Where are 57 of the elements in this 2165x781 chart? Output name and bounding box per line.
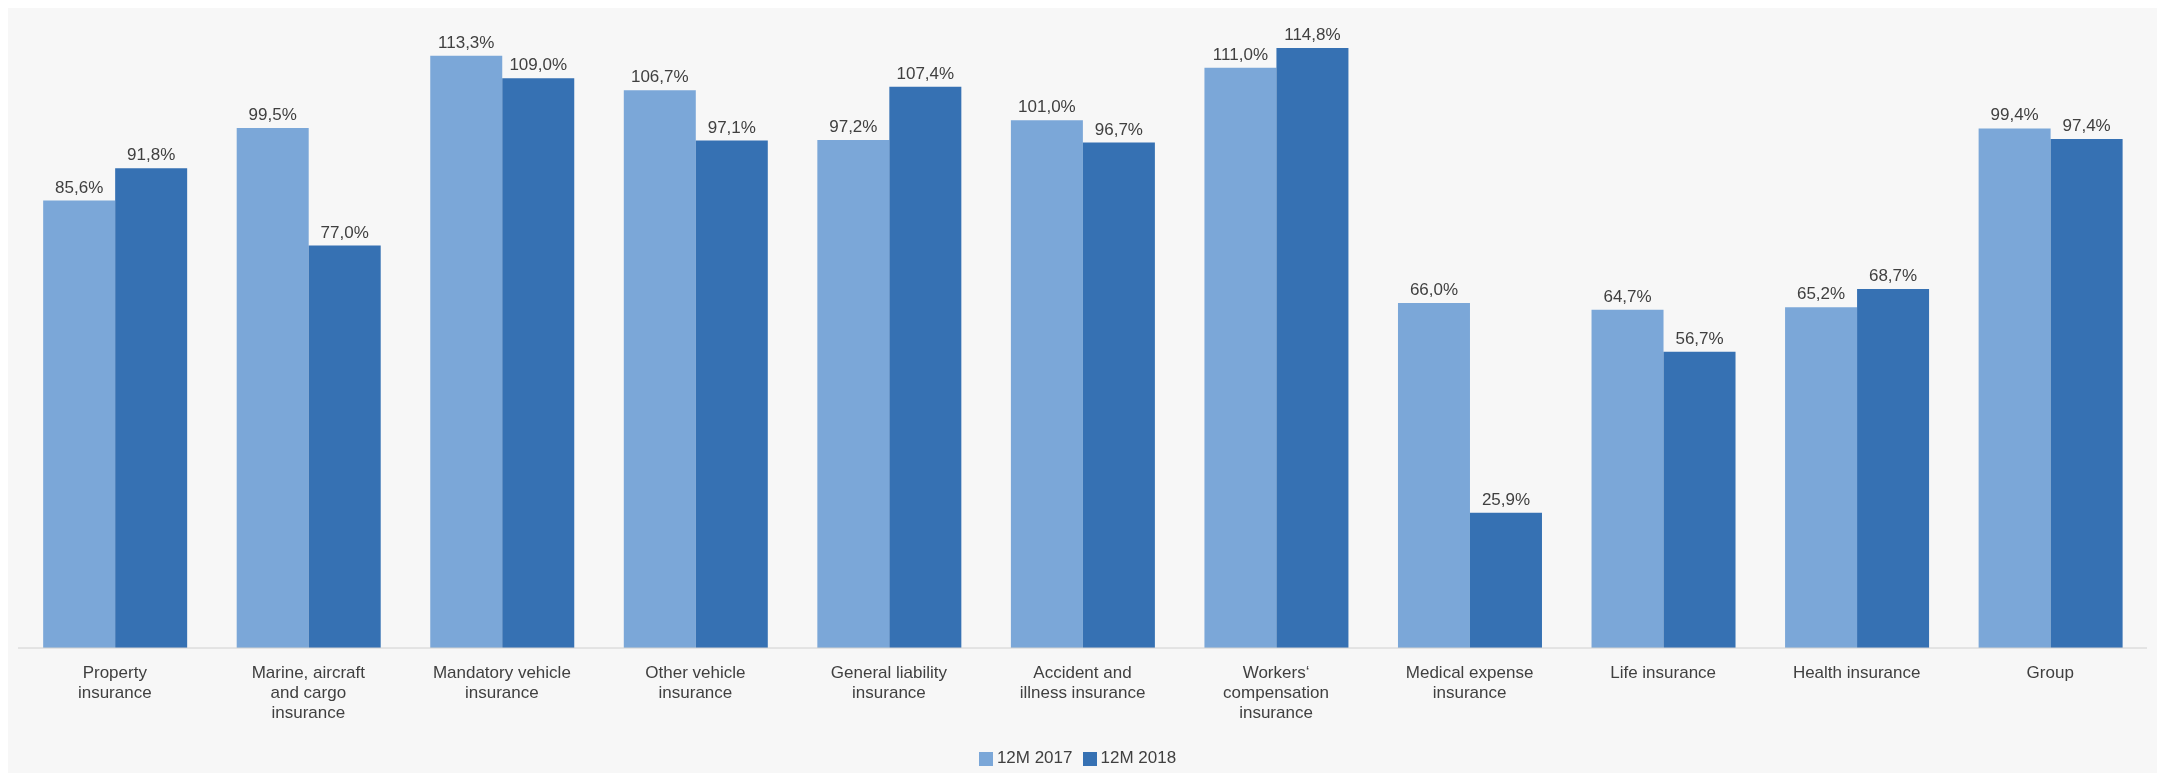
x-tick-label: Accident and illness insurance: [1019, 663, 1146, 702]
bar: [43, 200, 116, 648]
bar: [1010, 120, 1083, 648]
bar: [115, 168, 188, 648]
bar: [889, 86, 962, 648]
data-label: 77,0%: [320, 222, 369, 242]
bar: [502, 78, 575, 648]
x-tick-label: Life insurance: [1610, 663, 1717, 682]
bar: [1978, 128, 2051, 648]
bar: [1469, 512, 1542, 648]
bar: [623, 90, 696, 648]
bar: [695, 140, 768, 648]
bar: [1785, 307, 1858, 648]
data-label: 99,5%: [248, 104, 297, 124]
data-label: 25,9%: [1481, 489, 1531, 509]
data-label: 97,4%: [2062, 115, 2111, 135]
data-label: 64,7%: [1603, 286, 1652, 306]
bar: [1663, 351, 1736, 648]
x-tick-label: Group: [2026, 663, 2074, 682]
data-label: 85,6%: [55, 177, 104, 197]
data-label: 91,8%: [127, 145, 176, 165]
x-tick-label: Property insurance: [77, 663, 152, 702]
bar: [1397, 303, 1470, 648]
bar: [1857, 288, 1930, 648]
data-label: 68,7%: [1868, 265, 1918, 285]
x-tick-label: Mandatory vehicle insurance: [432, 663, 571, 702]
bar: [2050, 138, 2123, 648]
bar: [1276, 48, 1349, 648]
x-tick-label: General liability insurance: [830, 663, 948, 702]
legend-label: 12M 2017: [996, 748, 1073, 767]
bar: [817, 139, 890, 648]
data-label: 56,7%: [1675, 328, 1724, 348]
bar: [1204, 67, 1277, 648]
data-label: 96,7%: [1094, 119, 1143, 139]
data-label: 113,3%: [438, 32, 495, 52]
data-label: 65,2%: [1796, 284, 1846, 304]
bar: [308, 245, 381, 648]
data-label: 106,7%: [630, 67, 689, 87]
x-tick-label: Marine, aircraft and cargo insurance: [251, 663, 366, 722]
bar: [430, 55, 503, 648]
x-tick-label: Health insurance: [1792, 663, 1921, 682]
data-label: 99,4%: [1990, 105, 2039, 125]
data-label: 97,1%: [707, 117, 756, 137]
data-label: 107,4%: [896, 63, 955, 83]
bar: [1082, 142, 1155, 648]
data-label: 101,0%: [1018, 97, 1076, 117]
x-tick-label: Medical expense insurance: [1405, 663, 1534, 702]
legend-label: 12M 2018: [1100, 748, 1177, 767]
x-tick-label: Other vehicle insurance: [645, 663, 746, 702]
bar: [236, 127, 309, 648]
x-tick-label: Workers‘ compensation insurance: [1223, 663, 1329, 722]
bar: [1591, 309, 1664, 648]
data-label: 111,0%: [1212, 44, 1268, 64]
data-label: 97,2%: [829, 116, 878, 136]
data-label: 109,0%: [509, 55, 568, 75]
data-label: 66,0%: [1409, 280, 1459, 300]
data-label: 114,8%: [1284, 25, 1341, 44]
